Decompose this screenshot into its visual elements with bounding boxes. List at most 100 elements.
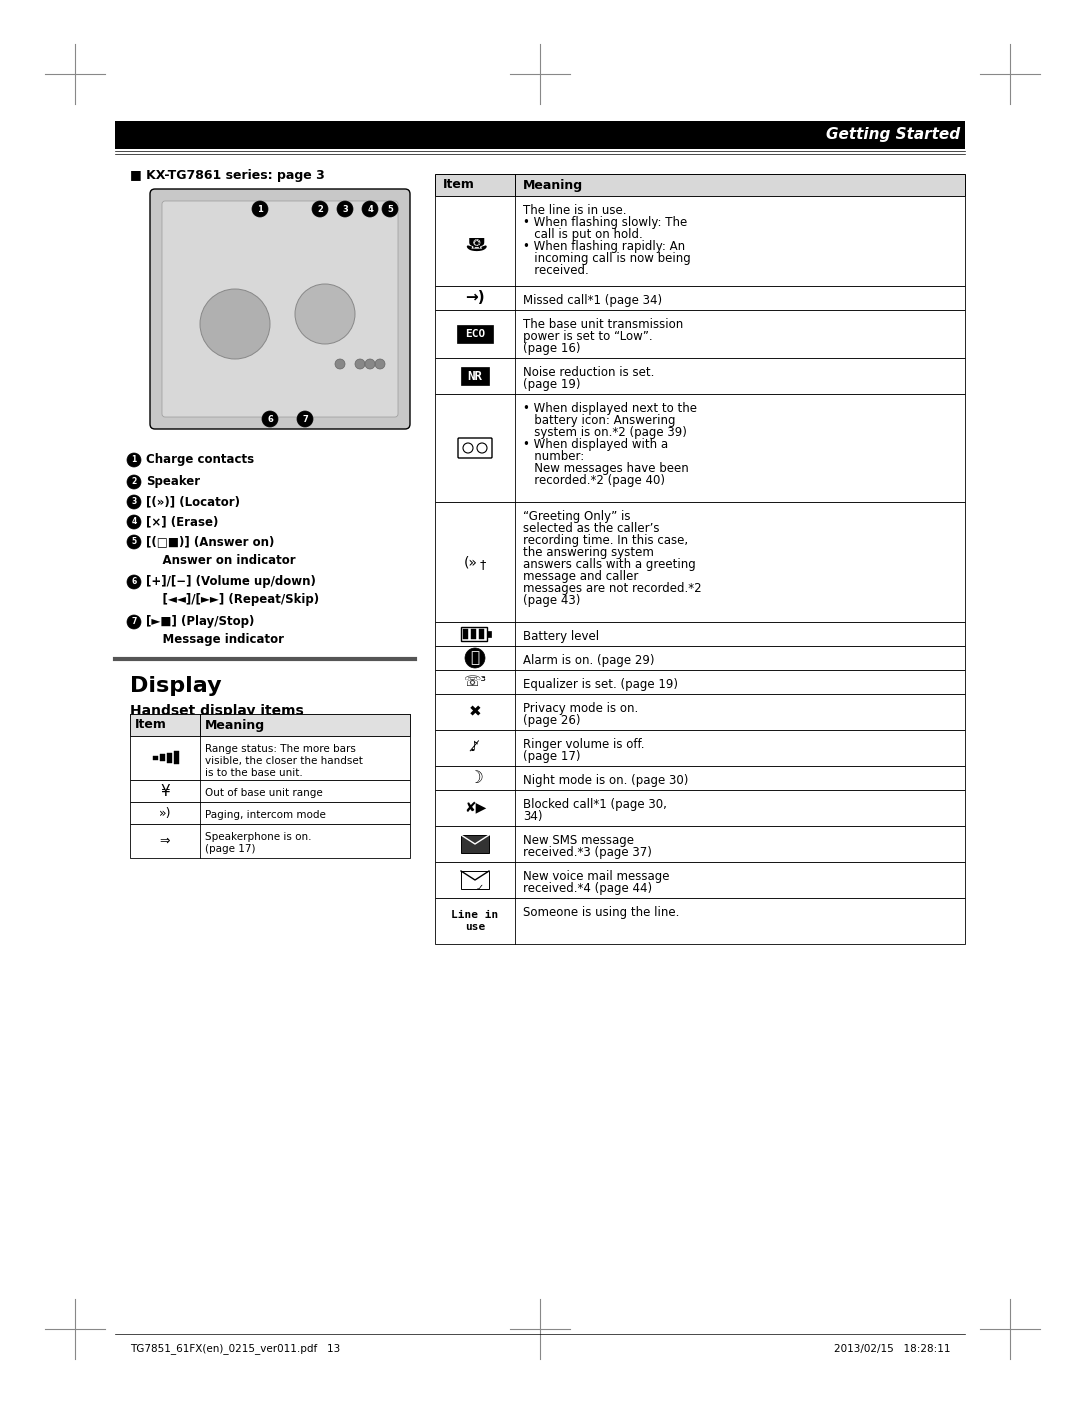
Circle shape (127, 453, 141, 468)
Text: Alarm is on. (page 29): Alarm is on. (page 29) (523, 654, 654, 667)
Bar (480, 629, 484, 639)
Bar (130, 715, 410, 736)
Circle shape (127, 576, 141, 590)
Text: 6: 6 (267, 414, 273, 424)
FancyBboxPatch shape (457, 324, 492, 343)
Bar (435, 862, 966, 899)
Text: 1: 1 (132, 455, 137, 465)
Text: [◄◄]/[►►] (Repeat/Skip): [◄◄]/[►►] (Repeat/Skip) (146, 594, 319, 607)
Text: received.*3 (page 37): received.*3 (page 37) (523, 847, 652, 859)
Text: ☏³: ☏³ (463, 675, 486, 689)
Bar (435, 197, 966, 286)
FancyBboxPatch shape (461, 870, 489, 889)
Circle shape (465, 649, 485, 668)
Text: ⏰: ⏰ (471, 650, 480, 665)
Circle shape (127, 496, 141, 510)
Text: messages are not recorded.*2: messages are not recorded.*2 (523, 583, 702, 595)
Text: Someone is using the line.: Someone is using the line. (523, 906, 679, 920)
Circle shape (335, 359, 345, 369)
Bar (435, 622, 966, 646)
Circle shape (312, 201, 328, 218)
Text: received.: received. (523, 264, 589, 277)
Text: ✘▶: ✘▶ (464, 802, 486, 814)
Text: ♪̸: ♪̸ (471, 741, 480, 755)
Text: 2013/02/15   18:28:11: 2013/02/15 18:28:11 (834, 1344, 950, 1353)
Text: Meaning: Meaning (523, 178, 583, 191)
Circle shape (127, 615, 141, 629)
Text: answers calls with a greeting: answers calls with a greeting (523, 557, 696, 571)
Text: visible, the closer the handset: visible, the closer the handset (205, 755, 363, 767)
Bar (435, 503, 966, 622)
Text: number:: number: (523, 451, 584, 463)
Text: recording time. In this case,: recording time. In this case, (523, 534, 688, 548)
Text: Speakerphone is on.: Speakerphone is on. (205, 833, 311, 842)
Bar (130, 736, 410, 781)
Text: TG7851_61FX(en)_0215_ver011.pdf   13: TG7851_61FX(en)_0215_ver011.pdf 13 (130, 1344, 340, 1355)
Text: Paging, intercom mode: Paging, intercom mode (205, 810, 326, 820)
Text: Out of base unit range: Out of base unit range (205, 788, 323, 797)
Text: 7: 7 (302, 414, 308, 424)
Text: New voice mail message: New voice mail message (523, 870, 670, 883)
Bar (153, 755, 158, 760)
Bar (435, 310, 966, 358)
Text: 4: 4 (132, 518, 137, 526)
Text: The base unit transmission: The base unit transmission (523, 317, 684, 331)
Text: 1: 1 (257, 205, 262, 213)
Text: ECO: ECO (464, 329, 485, 338)
Text: Item: Item (443, 178, 475, 191)
Text: 4: 4 (367, 205, 373, 213)
Bar (435, 790, 966, 826)
Text: Handset display items: Handset display items (130, 703, 303, 717)
Circle shape (337, 201, 353, 218)
Text: 3: 3 (132, 497, 137, 507)
Text: (page 19): (page 19) (523, 378, 581, 390)
Text: [+]/[−] (Volume up/down): [+]/[−] (Volume up/down) (146, 576, 315, 588)
FancyBboxPatch shape (461, 835, 489, 854)
Bar (487, 630, 491, 637)
Text: ¥: ¥ (160, 783, 170, 799)
Bar (435, 286, 966, 310)
Circle shape (127, 515, 141, 529)
Text: →): →) (465, 291, 485, 306)
Text: 6: 6 (132, 577, 137, 587)
Text: Night mode is on. (page 30): Night mode is on. (page 30) (523, 774, 688, 788)
Text: Ringer volume is off.: Ringer volume is off. (523, 739, 645, 751)
Text: 5: 5 (132, 538, 136, 546)
Bar (435, 358, 966, 395)
Text: ⇒: ⇒ (160, 834, 171, 848)
Circle shape (463, 444, 473, 453)
Text: the answering system: the answering system (523, 546, 653, 559)
Text: [(»)] (Locator): [(»)] (Locator) (146, 496, 240, 508)
Text: (page 16): (page 16) (523, 343, 581, 355)
Text: incoming call is now being: incoming call is now being (523, 251, 691, 265)
Text: call is put on hold.: call is put on hold. (523, 227, 643, 241)
Circle shape (262, 411, 278, 427)
Text: Speaker: Speaker (146, 476, 200, 489)
Circle shape (200, 289, 270, 359)
Circle shape (127, 535, 141, 549)
FancyBboxPatch shape (162, 201, 399, 417)
Bar (435, 694, 966, 730)
Text: (page 17): (page 17) (523, 750, 581, 762)
Text: »): ») (159, 806, 172, 820)
Text: (page 26): (page 26) (523, 715, 581, 727)
Text: system is on.*2 (page 39): system is on.*2 (page 39) (523, 425, 687, 439)
Bar (130, 802, 410, 824)
Text: “Greeting Only” is: “Greeting Only” is (523, 510, 631, 524)
Bar (471, 629, 476, 639)
Circle shape (297, 411, 313, 427)
Text: Answer on indicator: Answer on indicator (146, 553, 296, 566)
Text: Battery level: Battery level (523, 630, 599, 643)
Text: [(□■)] (Answer on): [(□■)] (Answer on) (146, 535, 274, 549)
Text: • When flashing slowly: The: • When flashing slowly: The (523, 216, 687, 229)
Text: †: † (480, 559, 486, 571)
Circle shape (362, 201, 378, 218)
Text: recorded.*2 (page 40): recorded.*2 (page 40) (523, 475, 665, 487)
Bar (435, 730, 966, 767)
Text: Getting Started: Getting Started (826, 128, 960, 142)
Bar (435, 670, 966, 694)
Text: NR: NR (468, 369, 483, 382)
Text: • When displayed next to the: • When displayed next to the (523, 402, 697, 416)
Text: Equalizer is set. (page 19): Equalizer is set. (page 19) (523, 678, 678, 691)
Text: is to the base unit.: is to the base unit. (205, 768, 302, 778)
